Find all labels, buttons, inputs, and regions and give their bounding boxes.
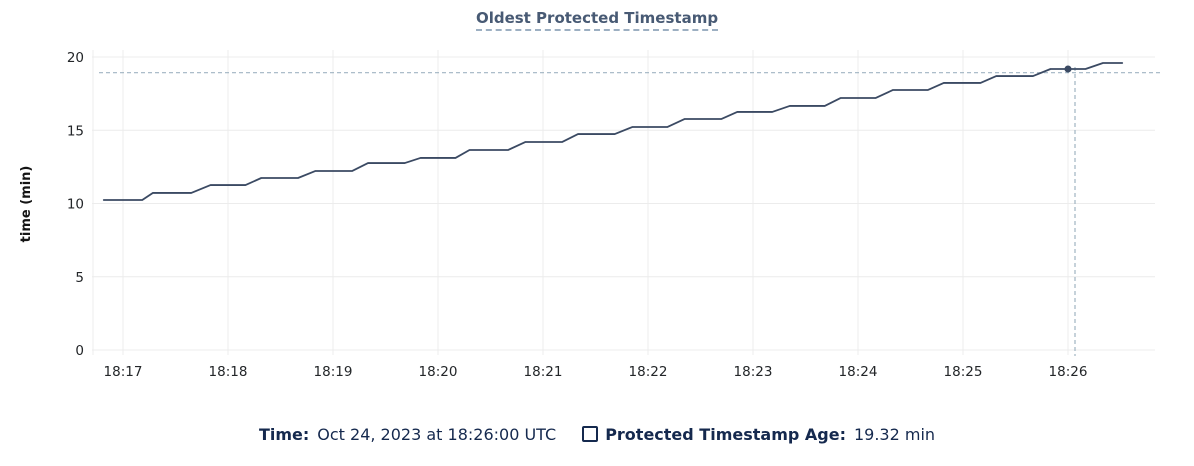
x-tick-label: 18:22 (629, 364, 668, 380)
x-tick-label: 18:23 (734, 364, 773, 380)
y-tick-label: 10 (67, 197, 84, 213)
y-tick-label: 15 (67, 123, 84, 139)
y-tick-label: 0 (75, 343, 84, 359)
hover-legend: Time: Oct 24, 2023 at 18:26:00 UTC Prote… (0, 420, 1194, 448)
x-tick-label: 18:26 (1049, 364, 1088, 380)
series-line (102, 62, 1124, 201)
legend-time-value: Oct 24, 2023 at 18:26:00 UTC (317, 424, 557, 444)
x-tick-label: 18:25 (944, 364, 983, 380)
y-tick-label: 20 (67, 50, 84, 66)
series-checkbox[interactable] (582, 426, 599, 442)
x-tick-label: 18:17 (104, 364, 143, 380)
hover-point-marker (1064, 65, 1072, 73)
x-tick-label: 18:20 (419, 364, 458, 380)
x-tick-label: 18:18 (209, 364, 248, 380)
legend-series-label: Protected Timestamp Age: (605, 424, 846, 444)
x-tick-label: 18:19 (314, 364, 353, 380)
y-axis-title: time (min) (19, 166, 34, 243)
x-tick-label: 18:21 (524, 364, 563, 380)
chart-plot-area[interactable]: 18:17 18:18 18:19 18:20 18:21 18:22 18:23 18:24… (0, 0, 1194, 400)
legend-series-value: 19.32 min (853, 424, 936, 444)
x-tick-label: 18:24 (839, 364, 878, 380)
chart-title[interactable]: Oldest Protected Timestamp (475, 9, 719, 31)
legend-time-label: Time: (258, 424, 310, 444)
chart-header: Oldest Protected Timestamp (0, 8, 1194, 31)
y-tick-label: 5 (75, 270, 84, 286)
